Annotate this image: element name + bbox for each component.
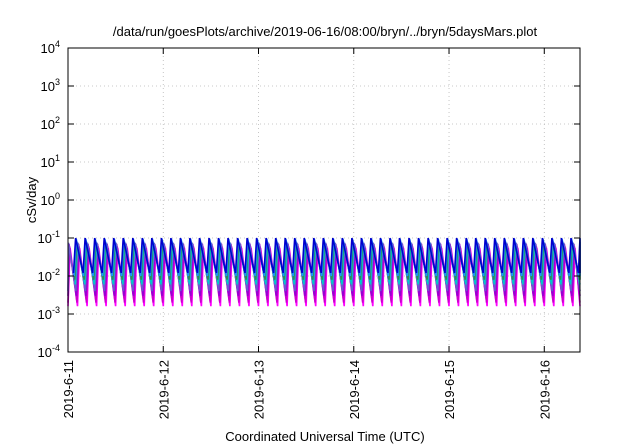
chart-title: /data/run/goesPlots/archive/2019-06-16/0…: [113, 24, 538, 39]
series-line: [73, 241, 581, 280]
y-tick-label: 104: [41, 39, 60, 56]
y-tick-label: 103: [41, 77, 60, 94]
x-tick-label: 2019-6-11: [61, 360, 76, 418]
x-tick-label: 2019-6-15: [442, 360, 457, 419]
ticks: 10-4 10-3 10-2 10-1 100 101 102 103 104 2019-6-11…: [38, 39, 580, 419]
y-tick-label: 100: [41, 191, 60, 208]
x-tick-label: 2019-6-16: [537, 360, 552, 419]
y-tick-label: 10-4: [38, 343, 60, 360]
series-line: [67, 246, 581, 303]
x-tick-label: 2019-6-12: [156, 360, 171, 419]
series-line: [67, 247, 581, 307]
x-tick-label: 2019-6-13: [252, 360, 267, 419]
grid: [68, 48, 580, 352]
series-line: [73, 238, 581, 277]
series-line: [67, 242, 581, 292]
x-axis-label: Coordinated Universal Time (UTC): [225, 429, 424, 444]
series-group: [67, 237, 581, 307]
y-tick-label: 10-2: [38, 267, 60, 284]
y-tick-label: 102: [41, 115, 60, 132]
series-line: [67, 243, 581, 297]
y-tick-label: 10-1: [38, 229, 60, 246]
x-tick-label: 2019-6-14: [347, 360, 362, 419]
series-line: [72, 237, 581, 274]
y-tick-label: 101: [41, 153, 60, 170]
y-axis-label: cSv/day: [24, 176, 39, 223]
y-tick-label: 10-3: [38, 305, 60, 322]
